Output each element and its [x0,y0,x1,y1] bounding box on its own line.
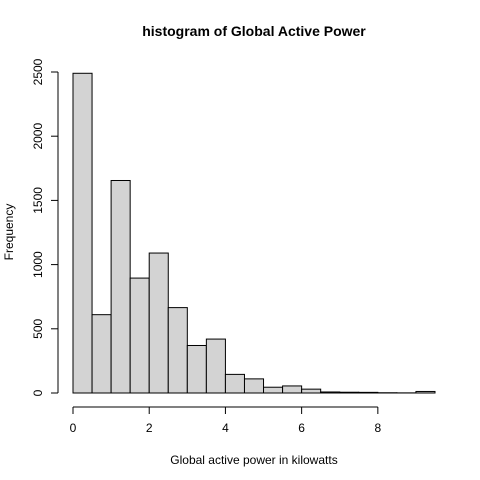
histogram-bar [167,307,188,394]
histogram-bar [301,388,322,394]
x-axis-label: Global active power in kilowatts [170,453,337,467]
y-tick-label: 500 [31,318,45,338]
histogram-bar [243,378,265,394]
x-tick-label: 2 [146,421,153,435]
y-tick-label: 1000 [31,251,45,278]
histogram-bar [205,338,226,394]
histogram-bar [186,344,207,394]
x-tick-label: 4 [222,421,229,435]
histogram-bar [339,391,360,394]
histogram-bar [358,391,379,394]
x-tick-label: 6 [298,421,305,435]
histogram-bar [415,390,436,394]
histogram-bar [224,373,245,394]
y-axis: 0 500 1000 1500 2000 2500 [31,58,59,396]
histogram-bar [72,72,93,394]
histogram-bar [129,277,150,394]
histogram-bar [148,252,169,394]
x-tick-label: 8 [374,421,381,435]
x-tick-label: 0 [70,421,77,435]
histogram-bar [263,386,284,394]
chart-title: histogram of Global Active Power [142,23,366,39]
y-axis-label: Frequency [2,204,16,261]
histogram-bar [91,314,112,394]
histogram-bar [282,385,303,394]
x-axis: 0 2 4 6 8 [70,406,381,435]
y-tick-label: 1500 [31,187,45,214]
y-tick-label: 2000 [31,123,45,150]
histogram-bar [320,391,341,394]
histogram-bars [72,72,436,394]
y-tick-label: 0 [31,389,45,396]
y-tick-label: 2500 [31,58,45,85]
histogram-bar [110,179,131,394]
